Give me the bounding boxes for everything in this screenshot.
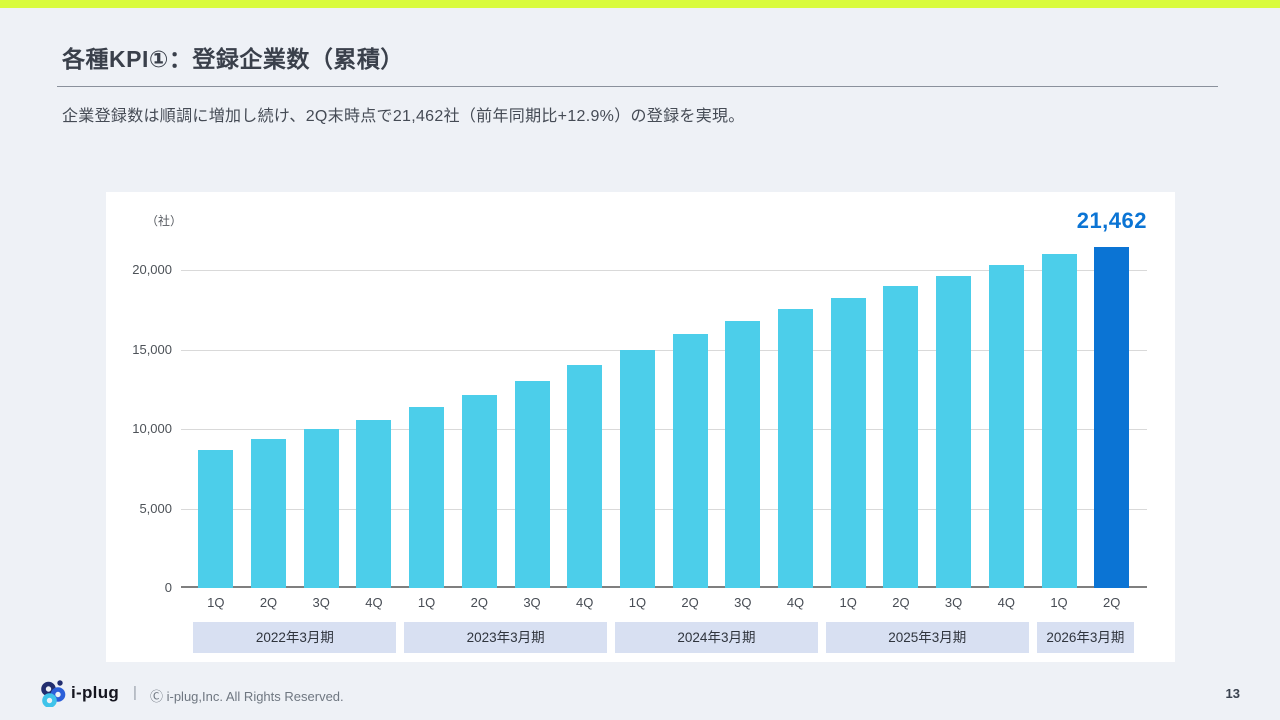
x-tick-label: 2Q: [470, 595, 488, 610]
bar-13: [830, 297, 866, 588]
x-tick-label: 1Q: [628, 595, 647, 610]
y-tick-label: 10,000: [132, 421, 172, 436]
x-tick-label: 1Q: [207, 595, 225, 610]
y-tick-label: 20,000: [132, 262, 172, 277]
fiscal-year-band: 2023年3月期: [404, 622, 608, 653]
y-tick-label: 5,000: [139, 500, 172, 516]
chart-plot: 0 5,000 10,000 15,000 20,000 1Q 2Q 3Q 4Q 1Q 2Q 3Q 4Q…: [106, 192, 1175, 662]
x-tick-label: 2Q: [1103, 595, 1121, 610]
y-axis-unit-label: （社）: [146, 214, 183, 228]
x-tick-label: 1Q: [1050, 595, 1068, 610]
bar-5: [409, 406, 445, 588]
x-tick-label: 3Q: [312, 595, 330, 610]
bar-18: [1094, 246, 1130, 588]
fiscal-year-band: 2024年3月期: [614, 622, 818, 653]
fiscal-year-band: 2025年3月期: [825, 622, 1029, 653]
bar-16: [988, 264, 1024, 588]
x-tick-label: 4Q: [365, 595, 383, 610]
x-tick-label: 3Q: [523, 595, 541, 610]
x-tick-label: 4Q: [576, 595, 594, 610]
x-tick-label: 3Q: [944, 595, 963, 610]
x-axis-line: [181, 586, 1147, 588]
footer-separator: |: [133, 684, 137, 701]
bar-12: [778, 309, 813, 588]
gridline-10000: [181, 429, 1147, 430]
logo-text: i-plug: [71, 683, 120, 702]
x-tick-label: 2Q: [681, 595, 699, 610]
y-tick-label: 15,000: [132, 341, 172, 357]
bar-11: [725, 320, 761, 588]
fiscal-year-band: 2026年3月期: [1036, 622, 1135, 653]
gridline-5000: [181, 508, 1147, 510]
bar-2: [251, 439, 286, 588]
bar-6: [461, 394, 497, 588]
bar-1: [198, 449, 234, 588]
bar-9: [619, 349, 655, 588]
bar-7: [514, 381, 550, 588]
bar-3: [303, 429, 339, 588]
page-title: 各種KPI①：登録企業数（累積）: [62, 46, 404, 72]
bar-10: [672, 333, 708, 588]
bar-14: [883, 285, 919, 588]
gridline-15000: [181, 349, 1147, 351]
copyright-text: Ⓒ i-plug,Inc. All Rights Reserved.: [150, 689, 344, 704]
bar-17: [1041, 254, 1077, 588]
highlight-value-label: 21,462: [1076, 208, 1147, 233]
accent-strip: [0, 0, 1280, 8]
x-tick-label: 4Q: [997, 595, 1015, 610]
y-tick-label: 0: [164, 580, 172, 595]
x-tick-label: 1Q: [417, 595, 436, 610]
i-plug-logo-icon: [41, 680, 66, 707]
bar-15: [936, 276, 972, 588]
chart-card: （社） 21,462 0 5,000 10,000 15,000 20,000 1Q 2Q 3…: [106, 192, 1175, 662]
x-tick-label: 2Q: [259, 595, 278, 610]
x-tick-label: 3Q: [734, 595, 752, 610]
x-tick-label: 4Q: [786, 595, 805, 610]
bar-4: [356, 419, 392, 588]
page-number: 13: [1225, 686, 1240, 701]
title-divider: [57, 86, 1218, 87]
gridline-20000: [181, 270, 1147, 271]
bar-8: [567, 365, 603, 588]
fiscal-year-band: 2022年3月期: [193, 622, 397, 653]
x-tick-label: 1Q: [839, 595, 857, 610]
slide-subtitle: 企業登録数は順調に増加し続け、2Q末時点で21,462社（前年同期比+12.9%…: [62, 108, 745, 125]
x-tick-label: 2Q: [892, 595, 910, 610]
